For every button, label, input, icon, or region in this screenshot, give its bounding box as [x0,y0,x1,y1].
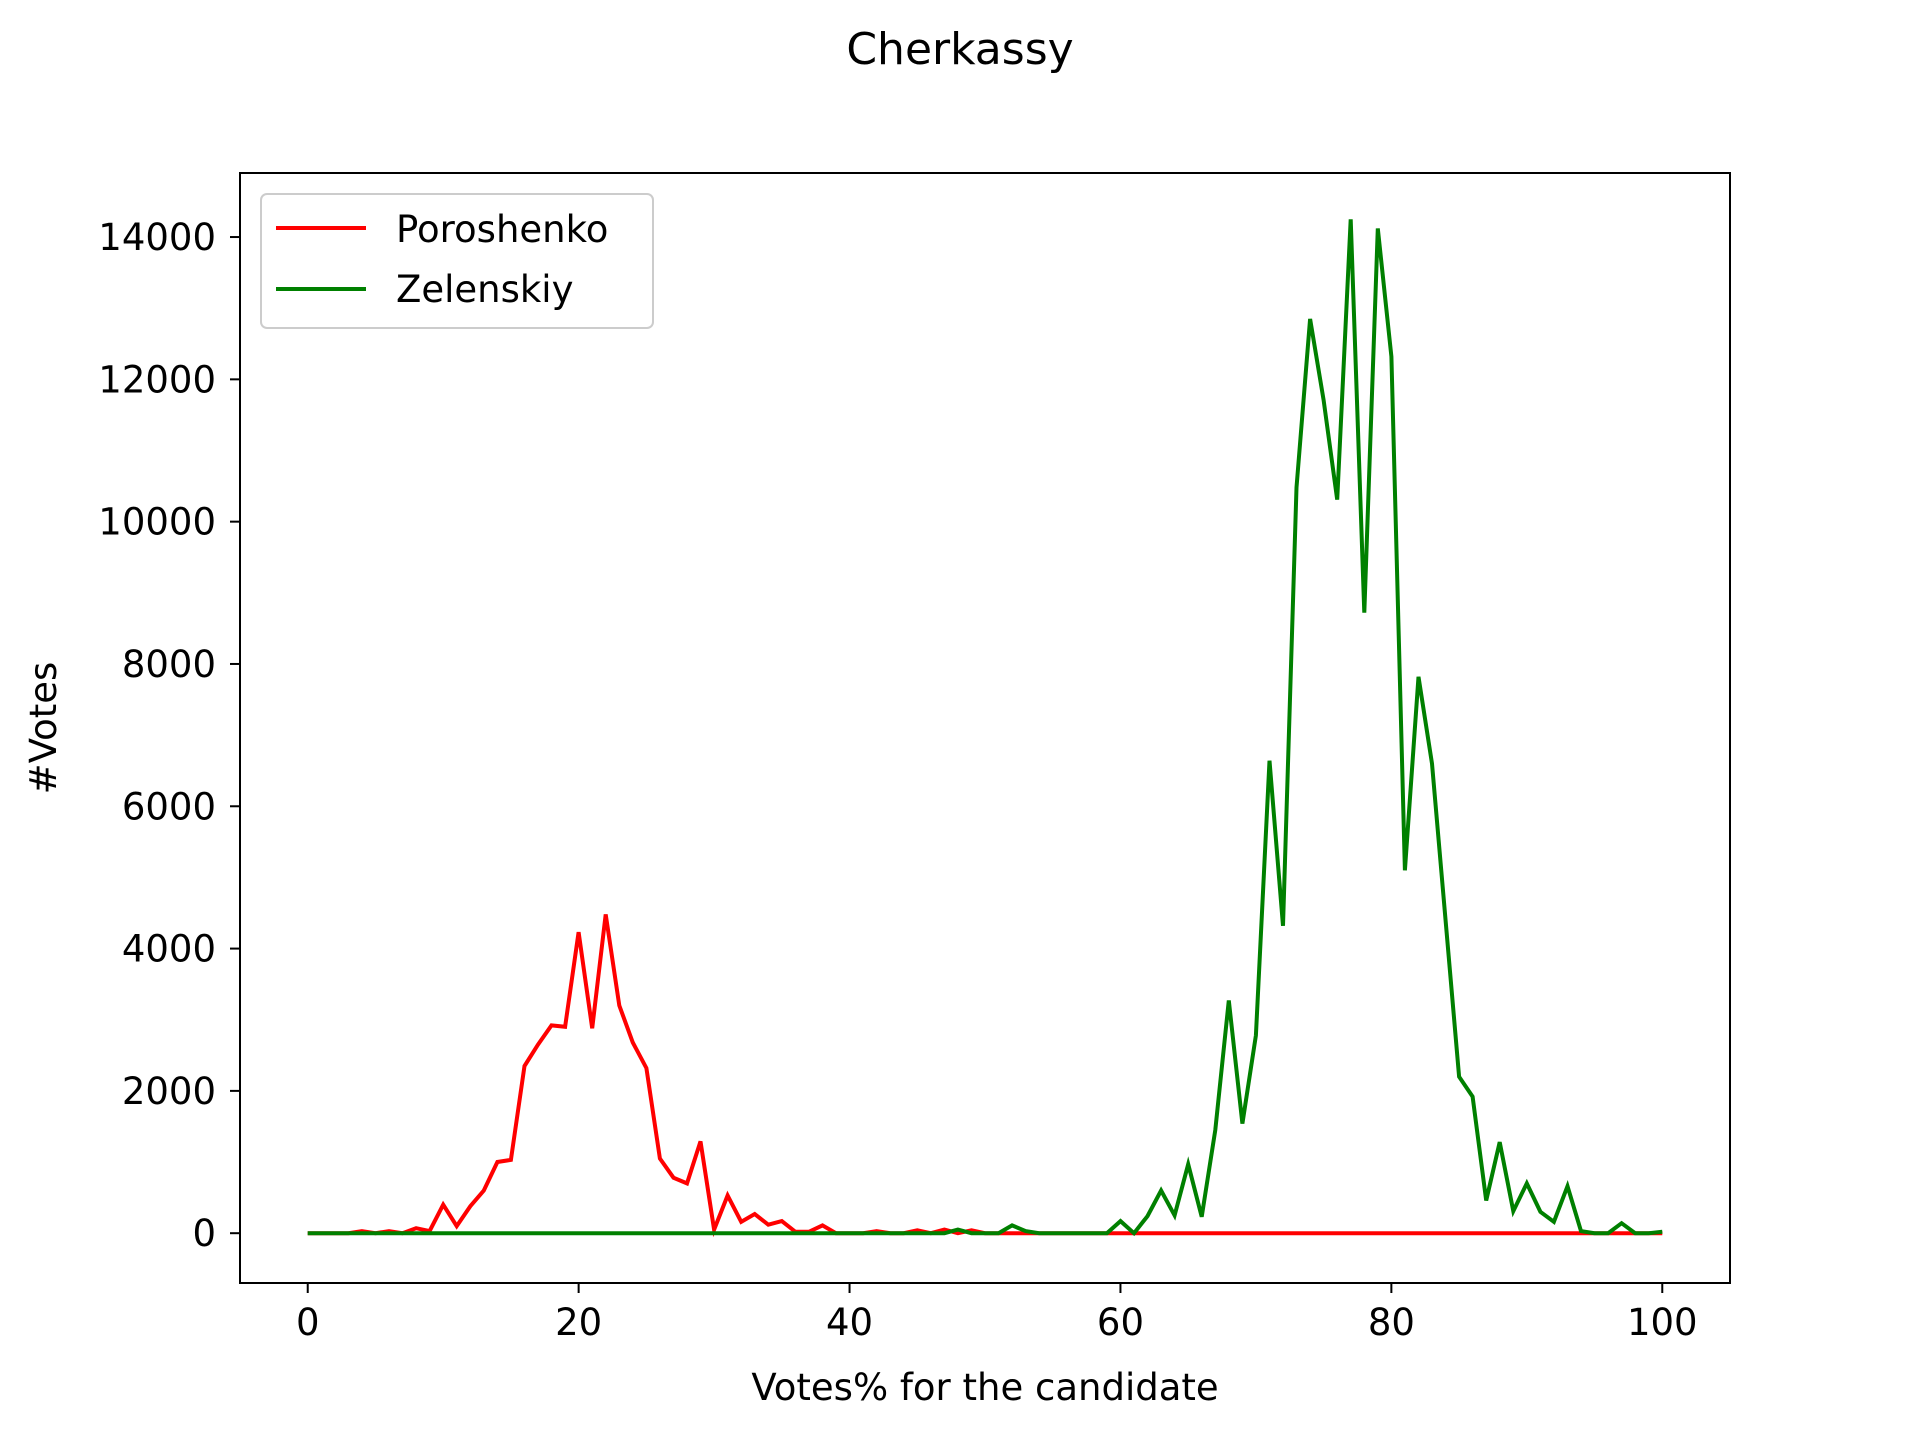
x-axis-label: Votes% for the candidate [751,1366,1218,1409]
y-tick-label: 4000 [122,928,216,971]
y-tick-label: 12000 [98,358,216,401]
legend: Poroshenko Zelenskiy [260,193,654,329]
y-tick-label: 14000 [98,216,216,259]
x-tick-label: 40 [826,1301,873,1344]
plot-frame [239,172,1731,1284]
y-tick-label: 10000 [98,501,216,544]
plot-area [240,173,1730,1283]
series-layer [307,219,1663,1238]
y-tick-label: 0 [192,1212,216,1255]
y-tick-label: 2000 [122,1070,216,1113]
plot-background [240,173,1730,1283]
y-tick-label: 6000 [122,785,216,828]
x-tick-label: 80 [1368,1301,1415,1344]
legend-label-poroshenko: Poroshenko [396,208,608,251]
x-tick-label: 60 [1097,1301,1144,1344]
x-tick-label: 0 [296,1301,320,1344]
x-axis-ticks: 0 20 40 60 80 100 [296,1283,1698,1344]
series-line-zelenskiy [307,219,1663,1237]
y-axis-label: #Votes [22,662,65,795]
x-tick-label: 100 [1627,1301,1698,1344]
y-axis-ticks: 0 2000 4000 6000 8000 10000 12000 14000 [98,216,240,1255]
chart-title: Cherkassy [846,24,1073,75]
y-tick-label: 8000 [122,643,216,686]
x-tick-label: 20 [555,1301,602,1344]
legend-label-zelenskiy: Zelenskiy [396,268,573,311]
